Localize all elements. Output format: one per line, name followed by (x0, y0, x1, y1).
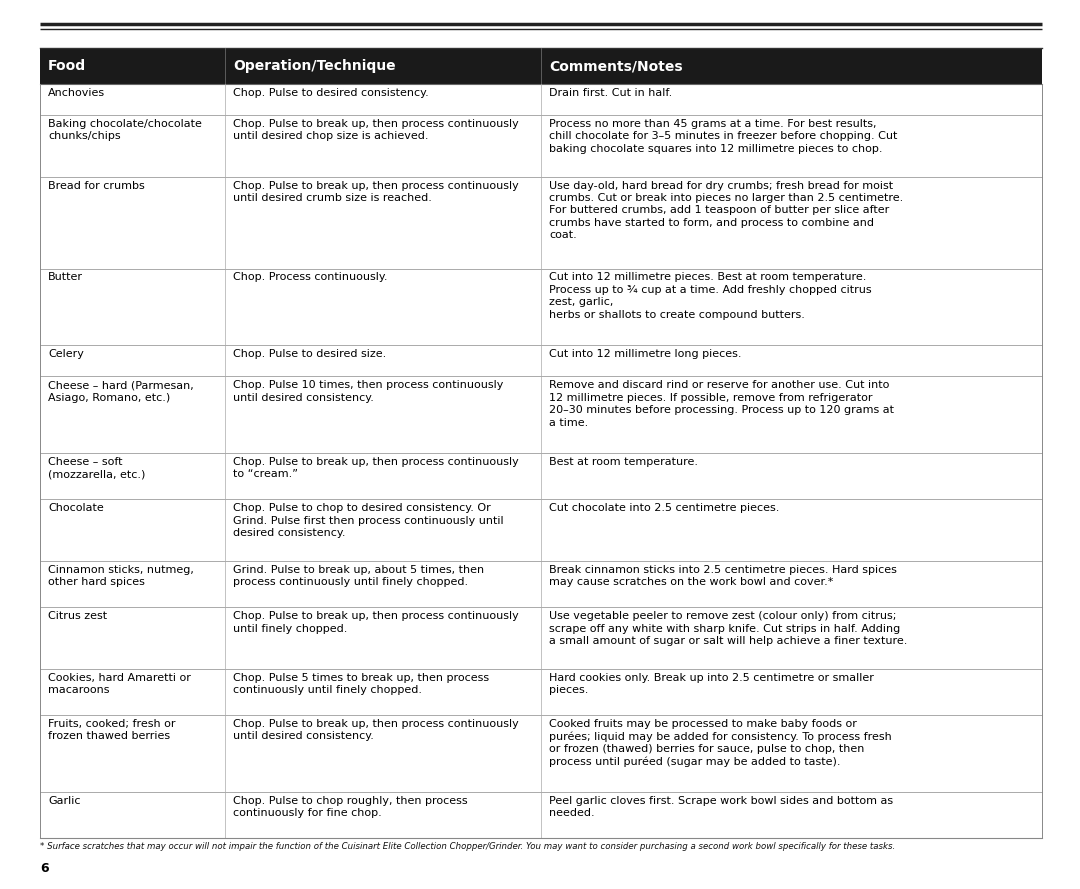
Text: Cooked fruits may be processed to make baby foods or
purées; liquid may be added: Cooked fruits may be processed to make b… (549, 719, 892, 767)
Bar (40, 453, 1042, 500)
Text: Chop. Pulse to desired consistency.: Chop. Pulse to desired consistency. (233, 88, 429, 98)
Text: Cut into 12 millimetre pieces. Best at room temperature.
Process up to ¾ cup at : Cut into 12 millimetre pieces. Best at r… (549, 273, 872, 320)
Bar (40, 84, 1042, 115)
Bar (40, 345, 1042, 376)
Text: Butter: Butter (48, 273, 83, 283)
Text: Cut into 12 millimetre long pieces.: Cut into 12 millimetre long pieces. (549, 349, 742, 359)
Text: Citrus zest: Citrus zest (48, 611, 107, 621)
Text: Chop. Pulse to break up, then process continuously
until desired consistency.: Chop. Pulse to break up, then process co… (233, 719, 519, 741)
Text: Grind. Pulse to break up, about 5 times, then
process continuously until finely : Grind. Pulse to break up, about 5 times,… (233, 565, 485, 588)
Bar (40, 500, 1042, 561)
Text: Best at room temperature.: Best at room temperature. (549, 457, 698, 467)
Text: Baking chocolate/chocolate
chunks/chips: Baking chocolate/chocolate chunks/chips (48, 119, 202, 141)
Bar (40, 669, 1042, 715)
Text: 6: 6 (40, 862, 49, 875)
Text: Chop. Pulse to break up, then process continuously
to “cream.”: Chop. Pulse to break up, then process co… (233, 457, 519, 479)
Text: Fruits, cooked; fresh or
frozen thawed berries: Fruits, cooked; fresh or frozen thawed b… (48, 719, 175, 741)
Text: Chop. Pulse to break up, then process continuously
until finely chopped.: Chop. Pulse to break up, then process co… (233, 611, 519, 634)
Text: Peel garlic cloves first. Scrape work bowl sides and bottom as
needed.: Peel garlic cloves first. Scrape work bo… (549, 796, 893, 818)
Text: Chop. Pulse to chop roughly, then process
continuously for fine chop.: Chop. Pulse to chop roughly, then proces… (233, 796, 468, 818)
Text: Cheese – hard (Parmesan,
Asiago, Romano, etc.): Cheese – hard (Parmesan, Asiago, Romano,… (48, 380, 193, 403)
Bar (40, 48, 1042, 84)
Text: Cut chocolate into 2.5 centimetre pieces.: Cut chocolate into 2.5 centimetre pieces… (549, 503, 780, 513)
Text: Anchovies: Anchovies (48, 88, 105, 98)
Bar (40, 715, 1042, 792)
Text: Hard cookies only. Break up into 2.5 centimetre or smaller
pieces.: Hard cookies only. Break up into 2.5 cen… (549, 673, 874, 695)
Text: Remove and discard rind or reserve for another use. Cut into
12 millimetre piece: Remove and discard rind or reserve for a… (549, 380, 894, 428)
Text: Chop. Process continuously.: Chop. Process continuously. (233, 273, 388, 283)
Text: Process no more than 45 grams at a time. For best results,
chill chocolate for 3: Process no more than 45 grams at a time.… (549, 119, 897, 154)
Bar (40, 561, 1042, 607)
Bar (40, 792, 1042, 838)
Text: Cheese – soft
(mozzarella, etc.): Cheese – soft (mozzarella, etc.) (48, 457, 146, 479)
Bar (40, 177, 1042, 268)
Text: Cinnamon sticks, nutmeg,
other hard spices: Cinnamon sticks, nutmeg, other hard spic… (48, 565, 194, 588)
Text: Break cinnamon sticks into 2.5 centimetre pieces. Hard spices
may cause scratche: Break cinnamon sticks into 2.5 centimetr… (549, 565, 896, 588)
Bar (40, 376, 1042, 453)
Bar (40, 268, 1042, 345)
Text: Use day-old, hard bread for dry crumbs; fresh bread for moist
crumbs. Cut or bre: Use day-old, hard bread for dry crumbs; … (549, 180, 903, 240)
Text: Garlic: Garlic (48, 796, 81, 805)
Text: Use vegetable peeler to remove zest (colour only) from citrus;
scrape off any wh: Use vegetable peeler to remove zest (col… (549, 611, 907, 646)
Text: Food: Food (48, 59, 86, 73)
Text: Chocolate: Chocolate (48, 503, 104, 513)
Text: Chop. Pulse 10 times, then process continuously
until desired consistency.: Chop. Pulse 10 times, then process conti… (233, 380, 503, 403)
Text: * Surface scratches that may occur will not impair the function of the Cuisinart: * Surface scratches that may occur will … (40, 842, 895, 851)
Text: Drain first. Cut in half.: Drain first. Cut in half. (549, 88, 672, 98)
Text: Operation/Technique: Operation/Technique (233, 59, 396, 73)
Text: Bread for crumbs: Bread for crumbs (48, 180, 145, 190)
Text: Celery: Celery (48, 349, 84, 359)
Bar (40, 607, 1042, 669)
Text: Comments/Notes: Comments/Notes (549, 59, 683, 73)
Text: Chop. Pulse 5 times to break up, then process
continuously until finely chopped.: Chop. Pulse 5 times to break up, then pr… (233, 673, 489, 695)
Text: Chop. Pulse to break up, then process continuously
until desired crumb size is r: Chop. Pulse to break up, then process co… (233, 180, 519, 203)
Text: Chop. Pulse to chop to desired consistency. Or
Grind. Pulse first then process c: Chop. Pulse to chop to desired consisten… (233, 503, 504, 538)
Bar (40, 115, 1042, 177)
Text: Chop. Pulse to break up, then process continuously
until desired chop size is ac: Chop. Pulse to break up, then process co… (233, 119, 519, 141)
Text: Cookies, hard Amaretti or
macaroons: Cookies, hard Amaretti or macaroons (48, 673, 191, 695)
Text: Chop. Pulse to desired size.: Chop. Pulse to desired size. (233, 349, 387, 359)
